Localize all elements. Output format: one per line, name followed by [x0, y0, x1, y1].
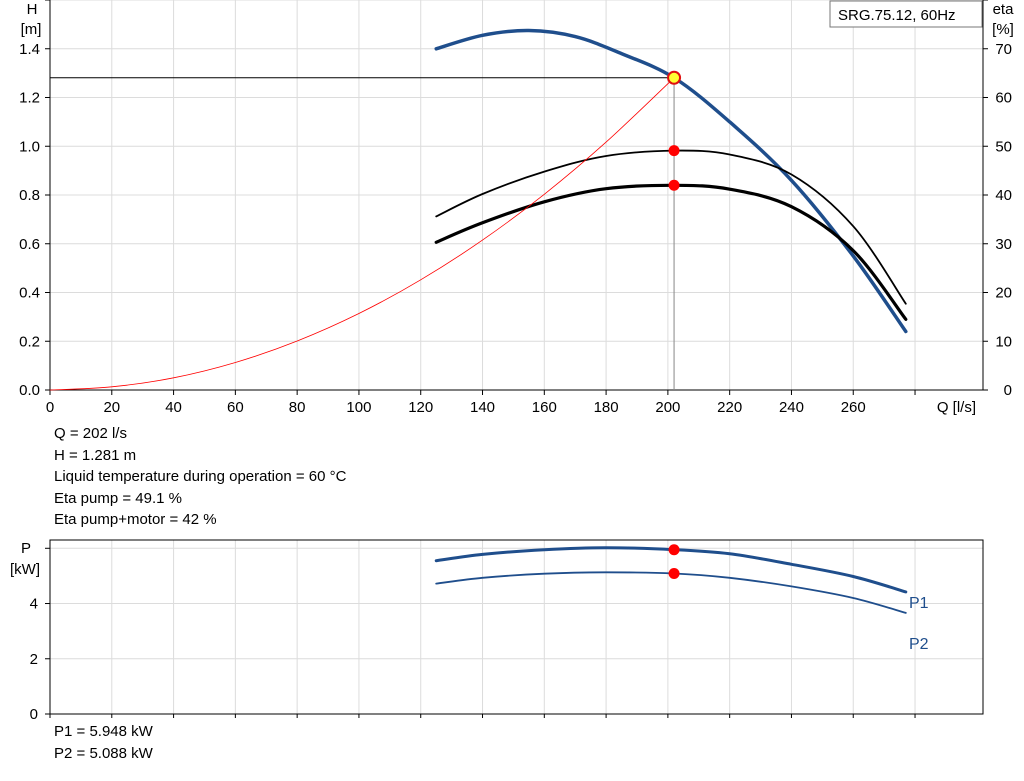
y-tick-label: 1.2 — [19, 90, 40, 107]
operating-point-info: Q = 202 l/s H = 1.281 m Liquid temperatu… — [54, 423, 346, 531]
y2-tick-label: 30 — [995, 236, 1012, 253]
power-curve-label-p1: P1 — [909, 595, 929, 612]
y-tick-label: 0.2 — [19, 333, 40, 350]
y-axis-label: H — [27, 1, 38, 18]
power-marker — [668, 567, 680, 579]
y2-axis-unit: [%] — [992, 21, 1014, 38]
x-tick-label: 0 — [46, 399, 54, 416]
x-tick-label: 120 — [408, 399, 433, 416]
head-efficiency-plot: 0 20 40 60 80 100 120 140 160 180 200 220 240 260 Q [l… — [19, 0, 1014, 416]
power-info: P1 = 5.948 kW P2 = 5.088 kW — [54, 721, 153, 764]
efficiency-marker — [668, 145, 680, 157]
x-tick-label: 80 — [289, 399, 306, 416]
info-head: H = 1.281 m — [54, 446, 137, 464]
power-marker — [668, 544, 680, 556]
y2-tick-label: 60 — [995, 90, 1012, 107]
y2-axis-label: eta — [993, 1, 1015, 18]
x-tick-label: 240 — [779, 399, 804, 416]
y-tick-label: 0.0 — [19, 382, 40, 399]
y2-tick-label: 70 — [995, 41, 1012, 58]
y-axis-unit: [m] — [21, 21, 42, 38]
info-eta-pump-motor: Eta pump+motor = 42 % — [54, 511, 217, 528]
x-tick-label: 60 — [227, 399, 244, 416]
y2-tick-label: 10 — [995, 333, 1012, 350]
info-flow: Q = 202 l/s — [54, 425, 127, 442]
operating-point-marker — [667, 70, 682, 85]
info-liquid-temperature: Liquid temperature during operation = 60… — [54, 468, 347, 485]
x-tick-label: 20 — [103, 399, 120, 416]
p-y-tick-label: 4 — [30, 596, 38, 613]
x-axis-label: Q [l/s] — [937, 399, 976, 416]
y-tick-label: 0.4 — [19, 285, 40, 302]
y-tick-label: 0.6 — [19, 236, 40, 253]
y2-tick-label: 50 — [995, 138, 1012, 155]
info-p1: P1 = 5.948 kW — [54, 723, 153, 740]
x-tick-label: 180 — [594, 399, 619, 416]
p-axis-label: P — [21, 540, 31, 557]
y-tick-label: 1.0 — [19, 138, 40, 155]
p-y-tick-label: 0 — [30, 706, 38, 723]
curve-label: SRG.75.12, 60Hz — [838, 7, 956, 24]
y2-tick-label: 0 — [1004, 382, 1012, 399]
power-plot-frame — [49, 539, 984, 715]
y-tick-label: 0.8 — [19, 187, 40, 204]
curve-label-box — [829, 0, 983, 28]
x-tick-label: 140 — [470, 399, 495, 416]
y2-tick-label: 40 — [995, 187, 1012, 204]
power-plot: 0 2 4 P [kW] P1 P2 — [10, 539, 984, 723]
x-tick-label: 200 — [655, 399, 680, 416]
x-tick-label: 100 — [346, 399, 371, 416]
eta-pump-curve — [435, 149, 907, 305]
p-axis-unit: [kW] — [10, 561, 40, 578]
y2-tick-label: 20 — [995, 285, 1012, 302]
x-tick-label: 40 — [165, 399, 182, 416]
info-eta-pump: Eta pump = 49.1 % — [54, 489, 182, 507]
power-curve-p2 — [435, 571, 907, 614]
x-tick-label: 260 — [841, 399, 866, 416]
p-y-tick-label: 2 — [30, 651, 38, 668]
info-p2: P2 = 5.088 kW — [54, 744, 153, 762]
power-curve-label-p2: P2 — [909, 636, 929, 653]
x-tick-label: 160 — [532, 399, 557, 416]
eta-pump-motor-curve — [434, 183, 908, 321]
y-tick-label: 1.4 — [19, 41, 40, 58]
system-curve — [49, 77, 675, 391]
efficiency-marker — [668, 179, 680, 191]
x-tick-label: 220 — [717, 399, 742, 416]
